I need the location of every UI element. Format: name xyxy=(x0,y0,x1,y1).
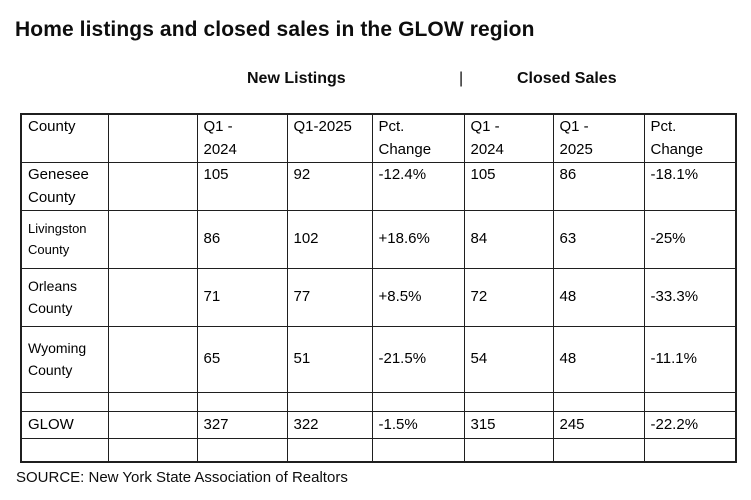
table-cell xyxy=(107,438,198,462)
source-note: SOURCE: New York State Association of Re… xyxy=(16,469,348,486)
table-cell xyxy=(20,438,109,462)
group-header-closed-sales: Closed Sales xyxy=(517,70,617,87)
table-cell: 105 xyxy=(463,162,554,211)
table-cell: +8.5% xyxy=(371,268,465,327)
table-row-glow-total: GLOW 327 322 -1.5% 315 245 -22.2% xyxy=(20,411,737,439)
table-cell: 102 xyxy=(286,210,373,269)
table-cell xyxy=(552,392,645,412)
col-header-nl-pct-change: Pct. Change xyxy=(371,113,465,163)
group-header-row: New Listings | Closed Sales xyxy=(0,70,751,92)
table-cell xyxy=(107,162,198,211)
table-row-spacer xyxy=(20,392,737,412)
table-cell xyxy=(463,392,554,412)
table-row-wyoming: Wyoming County 65 51 -21.5% 54 48 -11.1% xyxy=(20,326,737,393)
table-cell xyxy=(286,438,373,462)
table-cell: 86 xyxy=(552,162,645,211)
county-cell: Livingston County xyxy=(20,210,109,269)
table-cell xyxy=(371,392,465,412)
table-cell xyxy=(196,392,288,412)
table-row-genesee: Genesee County 105 92 -12.4% 105 86 -18.… xyxy=(20,162,737,211)
table-cell xyxy=(552,438,645,462)
table-cell: 105 xyxy=(196,162,288,211)
table-cell: +18.6% xyxy=(371,210,465,269)
table-cell: 63 xyxy=(552,210,645,269)
col-header-cs-q1-2024: Q1 - 2024 xyxy=(463,113,554,163)
table-row-orleans: Orleans County 71 77 +8.5% 72 48 -33.3% xyxy=(20,268,737,327)
county-cell: Orleans County xyxy=(20,268,109,327)
table-cell: 327 xyxy=(196,411,288,439)
table-cell: -1.5% xyxy=(371,411,465,439)
col-header-nl-q1-2024: Q1 - 2024 xyxy=(196,113,288,163)
table-cell xyxy=(20,392,109,412)
table-cell: -25% xyxy=(643,210,737,269)
table-cell: 92 xyxy=(286,162,373,211)
table-row-spacer xyxy=(20,438,737,462)
table-cell: 86 xyxy=(196,210,288,269)
col-header-county: County xyxy=(20,113,109,163)
table-cell xyxy=(643,392,737,412)
table-cell xyxy=(196,438,288,462)
table-cell: -21.5% xyxy=(371,326,465,393)
county-cell: GLOW xyxy=(20,411,109,439)
table-cell xyxy=(371,438,465,462)
group-header-separator: | xyxy=(459,70,464,87)
col-header-nl-q1-2025: Q1-2025 xyxy=(286,113,373,163)
table-cell xyxy=(286,392,373,412)
table-cell: -22.2% xyxy=(643,411,737,439)
table-cell: -11.1% xyxy=(643,326,737,393)
page-title: Home listings and closed sales in the GL… xyxy=(15,18,535,41)
table-cell: 54 xyxy=(463,326,554,393)
table-cell: 48 xyxy=(552,268,645,327)
county-cell: Genesee County xyxy=(20,162,109,211)
table-cell: 322 xyxy=(286,411,373,439)
col-header-blank xyxy=(107,113,198,163)
county-cell: Wyoming County xyxy=(20,326,109,393)
table-row-livingston: Livingston County 86 102 +18.6% 84 63 -2… xyxy=(20,210,737,269)
table-cell: 71 xyxy=(196,268,288,327)
table-cell: -18.1% xyxy=(643,162,737,211)
table-cell: 245 xyxy=(552,411,645,439)
table-cell: 72 xyxy=(463,268,554,327)
table-cell xyxy=(107,210,198,269)
table-cell: -33.3% xyxy=(643,268,737,327)
data-table: County Q1 - 2024 Q1-2025 Pct. Change Q1 … xyxy=(20,113,737,463)
table-cell: 48 xyxy=(552,326,645,393)
table-cell: 77 xyxy=(286,268,373,327)
table-cell: 51 xyxy=(286,326,373,393)
table-cell xyxy=(643,438,737,462)
group-header-new-listings: New Listings xyxy=(247,70,346,87)
table-cell xyxy=(107,268,198,327)
table-cell xyxy=(107,326,198,393)
table-header-row: County Q1 - 2024 Q1-2025 Pct. Change Q1 … xyxy=(20,113,737,163)
table-cell: 65 xyxy=(196,326,288,393)
col-header-cs-q1-2025: Q1 - 2025 xyxy=(552,113,645,163)
table-cell: 315 xyxy=(463,411,554,439)
table-cell xyxy=(463,438,554,462)
table-cell: 84 xyxy=(463,210,554,269)
col-header-cs-pct-change: Pct. Change xyxy=(643,113,737,163)
table-cell: -12.4% xyxy=(371,162,465,211)
table-cell xyxy=(107,392,198,412)
table-cell xyxy=(107,411,198,439)
